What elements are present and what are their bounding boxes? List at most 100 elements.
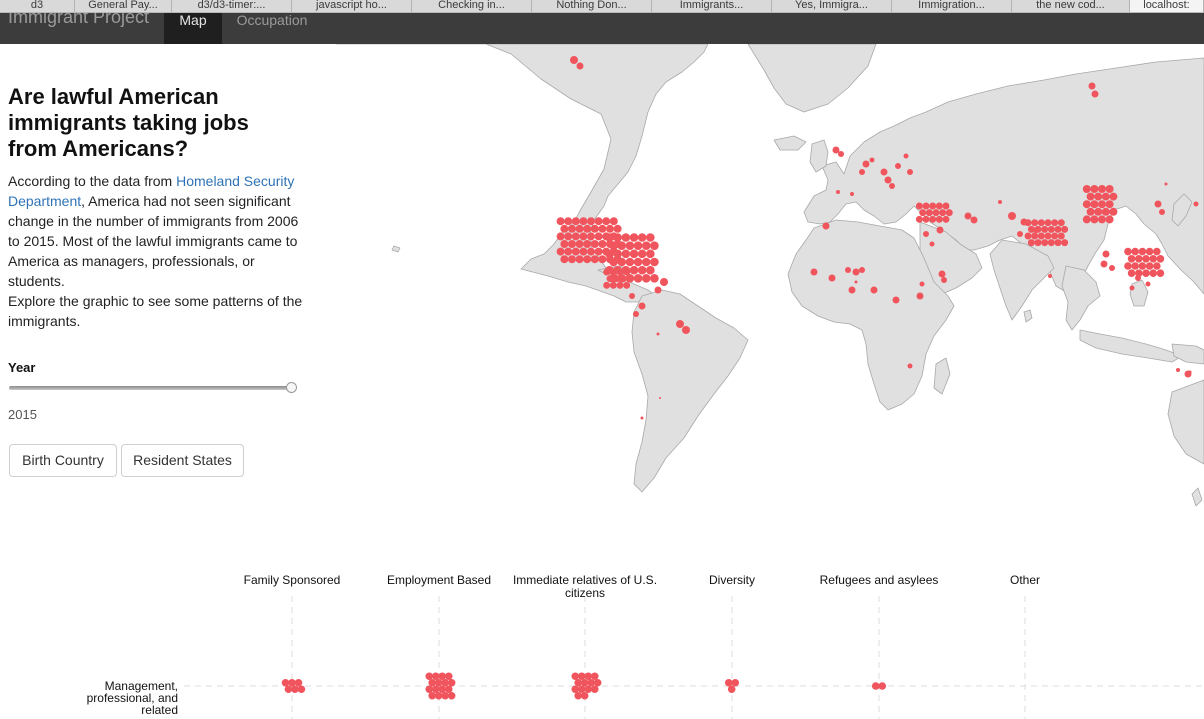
country-dot[interactable] xyxy=(1027,225,1035,233)
immigrant-dot[interactable] xyxy=(431,672,440,681)
country-dot[interactable] xyxy=(623,281,631,289)
country-dot[interactable] xyxy=(609,281,617,289)
country-dot[interactable] xyxy=(638,302,646,310)
country-dot[interactable] xyxy=(1159,209,1165,215)
country-dot[interactable] xyxy=(654,286,662,294)
immigrant-dot[interactable] xyxy=(587,678,595,687)
country-dot[interactable] xyxy=(1176,368,1180,372)
country-dot[interactable] xyxy=(579,217,588,226)
country-dot[interactable] xyxy=(659,397,661,399)
country-dot[interactable] xyxy=(629,293,635,299)
country-dot[interactable] xyxy=(1057,219,1065,227)
country-dot[interactable] xyxy=(1142,254,1150,263)
country-dot[interactable] xyxy=(1142,269,1150,278)
country-dot[interactable] xyxy=(625,257,635,267)
country-dot[interactable] xyxy=(907,363,913,369)
country-dot[interactable] xyxy=(560,224,569,233)
country-dot[interactable] xyxy=(571,217,580,226)
immigrant-dot[interactable] xyxy=(434,691,443,700)
country-dot[interactable] xyxy=(945,209,953,217)
country-dot[interactable] xyxy=(1061,239,1069,247)
browser-tab[interactable]: General Pay... xyxy=(75,0,172,12)
country-dot[interactable] xyxy=(637,249,647,259)
immigrant-dot[interactable] xyxy=(447,691,456,700)
country-dot[interactable] xyxy=(590,240,599,248)
country-dot[interactable] xyxy=(1098,200,1106,209)
country-dot[interactable] xyxy=(579,232,588,241)
country-dot[interactable] xyxy=(613,224,622,233)
browser-tab[interactable]: the new cod... xyxy=(1012,0,1130,12)
country-dot[interactable] xyxy=(1082,185,1091,193)
country-dot[interactable] xyxy=(1124,262,1132,270)
country-dot[interactable] xyxy=(626,275,634,283)
country-dot[interactable] xyxy=(587,232,595,241)
country-dot[interactable] xyxy=(650,241,659,250)
country-dot[interactable] xyxy=(603,268,611,276)
country-dot[interactable] xyxy=(923,231,929,237)
homeland-security-link[interactable]: Homeland Security Department xyxy=(8,173,295,209)
country-dot[interactable] xyxy=(629,233,639,242)
country-dot[interactable] xyxy=(568,240,576,248)
country-dot[interactable] xyxy=(594,217,603,226)
country-dot[interactable] xyxy=(942,215,950,223)
country-dot[interactable] xyxy=(1164,182,1168,186)
country-dot[interactable] xyxy=(570,56,578,64)
country-dot[interactable] xyxy=(598,240,607,248)
immigrant-dot[interactable] xyxy=(438,685,447,694)
country-dot[interactable] xyxy=(1051,219,1059,227)
country-dot[interactable] xyxy=(922,215,930,223)
country-dot[interactable] xyxy=(884,176,892,184)
country-dot[interactable] xyxy=(935,202,943,210)
immigrant-dot[interactable] xyxy=(441,678,449,687)
country-dot[interactable] xyxy=(594,232,603,241)
country-dot[interactable] xyxy=(676,320,684,328)
country-dot[interactable] xyxy=(1124,247,1132,256)
country-dot[interactable] xyxy=(1105,185,1114,193)
country-dot[interactable] xyxy=(1044,232,1052,240)
browser-tab[interactable]: Yes, Immigra... xyxy=(772,0,892,12)
country-dot[interactable] xyxy=(1109,265,1115,271)
immigrant-dot[interactable] xyxy=(428,691,436,700)
immigrant-dot[interactable] xyxy=(444,672,453,681)
country-dot[interactable] xyxy=(836,190,840,194)
country-dot[interactable] xyxy=(1105,200,1114,209)
country-dot[interactable] xyxy=(598,224,607,233)
country-dot[interactable] xyxy=(941,277,947,283)
country-dot[interactable] xyxy=(1134,254,1143,263)
country-dot[interactable] xyxy=(1041,239,1049,247)
immigrant-dot[interactable] xyxy=(288,678,296,687)
country-dot[interactable] xyxy=(609,241,618,250)
country-dot[interactable] xyxy=(556,247,565,256)
country-dot[interactable] xyxy=(895,163,901,169)
country-dot[interactable] xyxy=(587,247,595,256)
country-dot[interactable] xyxy=(613,249,622,259)
country-dot[interactable] xyxy=(1090,185,1099,193)
country-dot[interactable] xyxy=(617,241,627,250)
country-dot[interactable] xyxy=(1154,200,1162,208)
immigrant-dot[interactable] xyxy=(441,691,449,700)
country-dot[interactable] xyxy=(633,311,639,317)
browser-tab[interactable]: Checking in... xyxy=(412,0,532,12)
country-dot[interactable] xyxy=(939,209,947,217)
country-dot[interactable] xyxy=(556,217,565,226)
country-dot[interactable] xyxy=(810,268,818,276)
country-dot[interactable] xyxy=(603,281,611,289)
country-dot[interactable] xyxy=(964,212,972,220)
country-dot[interactable] xyxy=(859,267,865,273)
country-dot[interactable] xyxy=(903,153,909,159)
country-dot[interactable] xyxy=(1188,370,1192,374)
country-dot[interactable] xyxy=(936,226,944,234)
country-dot[interactable] xyxy=(1131,247,1139,256)
world-map-svg[interactable] xyxy=(336,44,1204,514)
birth-country-button[interactable]: Birth Country xyxy=(9,444,117,477)
country-dot[interactable] xyxy=(1156,269,1165,278)
country-dot[interactable] xyxy=(629,265,639,275)
country-dot[interactable] xyxy=(1088,82,1096,90)
country-dot[interactable] xyxy=(1031,232,1039,240)
immigrant-dot[interactable] xyxy=(297,685,306,694)
country-dot[interactable] xyxy=(1145,281,1151,287)
country-dot[interactable] xyxy=(621,233,631,242)
country-dot[interactable] xyxy=(606,224,614,233)
country-dot[interactable] xyxy=(925,209,933,217)
country-dot[interactable] xyxy=(1024,232,1032,240)
